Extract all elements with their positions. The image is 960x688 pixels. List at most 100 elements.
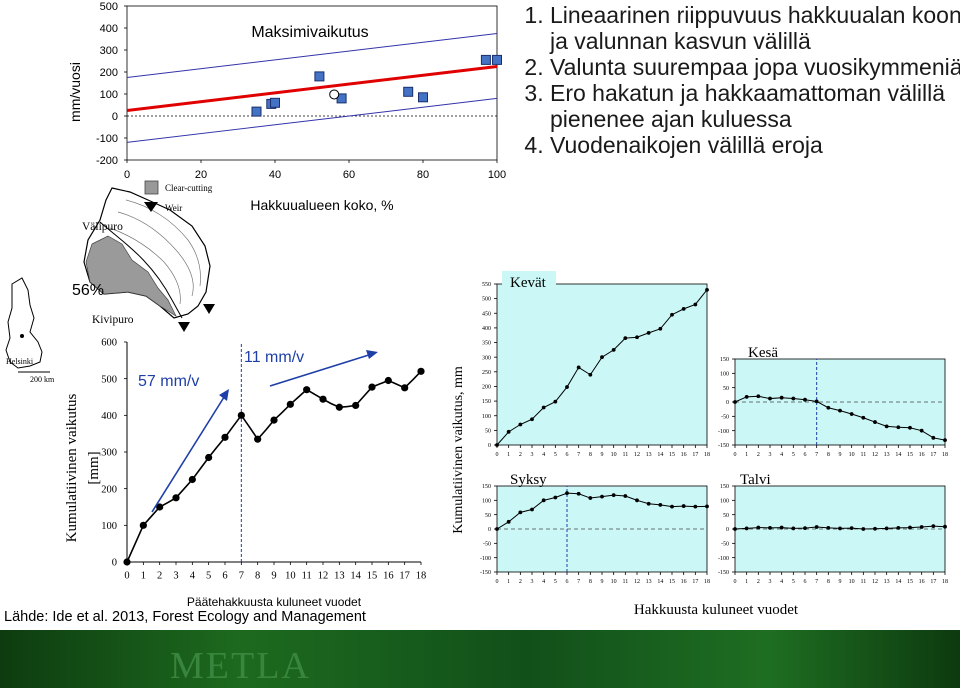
x-tick-label: 12 bbox=[318, 571, 329, 582]
y-tick-label: 100 bbox=[720, 371, 729, 377]
x-tick-label: 18 bbox=[416, 571, 427, 582]
x-tick-label: 3 bbox=[531, 452, 534, 458]
y-tick-label: 500 bbox=[101, 374, 117, 385]
lower-band-line bbox=[126, 97, 498, 143]
x-tick-label: 11 bbox=[302, 571, 312, 582]
data-point bbox=[205, 453, 213, 462]
data-point bbox=[565, 491, 569, 496]
finland-outline bbox=[5, 277, 43, 369]
weir-marker bbox=[178, 322, 190, 332]
y-tick-label: 150 bbox=[720, 357, 729, 363]
x-tick-label: 4 bbox=[780, 452, 783, 458]
x-tick-label: 3 bbox=[173, 571, 178, 582]
y-tick-label: -150 bbox=[718, 443, 729, 449]
data-point bbox=[506, 429, 511, 434]
map-label-percent: 56% bbox=[72, 282, 104, 299]
contour-line bbox=[109, 227, 181, 305]
data-point bbox=[417, 367, 425, 375]
x-tick-label: 16 bbox=[919, 579, 925, 585]
data-point bbox=[495, 527, 499, 531]
y-tick-label: -200 bbox=[96, 155, 118, 167]
source-citation: Lähde: Ide et al. 2013, Forest Ecology a… bbox=[4, 609, 366, 625]
data-point bbox=[931, 435, 936, 440]
y-tick-label: 50 bbox=[723, 513, 729, 519]
data-point bbox=[506, 519, 511, 524]
x-tick-label: 9 bbox=[839, 452, 842, 458]
x-tick-label: 2 bbox=[519, 452, 522, 458]
x-tick-label: 16 bbox=[681, 579, 687, 585]
seasonal-ylabel: Kumulatiivinen vaikutus, mm bbox=[451, 366, 466, 534]
x-tick-label: 13 bbox=[884, 452, 890, 458]
data-point bbox=[779, 525, 784, 530]
x-tick-label: 12 bbox=[634, 579, 640, 585]
x-tick-label: 1 bbox=[745, 579, 748, 585]
x-tick-label: 0 bbox=[734, 452, 737, 458]
data-point bbox=[861, 415, 866, 420]
x-tick-label: 13 bbox=[646, 579, 652, 585]
data-point bbox=[908, 525, 912, 530]
y-tick-label: 300 bbox=[482, 355, 491, 361]
x-tick-label: 6 bbox=[804, 452, 807, 458]
x-tick-label: 16 bbox=[681, 452, 687, 458]
x-tick-label: 11 bbox=[622, 452, 628, 458]
data-point bbox=[838, 526, 842, 531]
data-point bbox=[635, 498, 639, 503]
x-tick-label: 13 bbox=[334, 571, 345, 582]
max-effect-chart: 0 20 40 60 80 100 -200 -100 0 100 200 300 400 500 bbox=[96, 1, 506, 181]
max-chart-title: Maksimivaikutus bbox=[251, 24, 368, 41]
data-point bbox=[480, 54, 491, 65]
data-point bbox=[919, 428, 924, 433]
map-label-valipuro: Välipuro bbox=[82, 221, 123, 233]
weir-marker bbox=[203, 304, 215, 314]
data-point bbox=[943, 438, 947, 443]
data-point bbox=[600, 355, 604, 360]
data-point bbox=[733, 527, 737, 531]
data-point bbox=[693, 302, 698, 307]
x-tick-label: 1 bbox=[507, 452, 510, 458]
x-tick-label: 2 bbox=[157, 571, 162, 582]
data-point bbox=[303, 386, 311, 394]
x-tick-label: 9 bbox=[601, 452, 604, 458]
metla-logo: METLA bbox=[170, 645, 311, 687]
chart-title: Talvi bbox=[740, 472, 771, 488]
x-tick-label: 0 bbox=[496, 579, 499, 585]
data-point bbox=[335, 403, 343, 411]
y-tick-label: 300 bbox=[100, 45, 118, 57]
data-point bbox=[518, 510, 523, 515]
y-tick-label: 150 bbox=[720, 484, 729, 490]
chart-title: Syksy bbox=[510, 472, 547, 488]
data-point bbox=[172, 494, 180, 502]
x-tick-label: 17 bbox=[692, 579, 698, 585]
data-point bbox=[744, 526, 749, 531]
bottom-xlabel: Hakkuusta kuluneet vuodet bbox=[634, 602, 799, 618]
y-tick-label: 150 bbox=[482, 484, 491, 490]
data-point bbox=[530, 417, 534, 422]
y-tick-label: -50 bbox=[483, 541, 491, 547]
data-point bbox=[814, 525, 819, 529]
y-tick-label: 0 bbox=[488, 443, 491, 449]
y-tick-label: 100 bbox=[100, 89, 118, 101]
x-tick-label: 10 bbox=[611, 452, 617, 458]
x-tick-label: 4 bbox=[190, 571, 196, 582]
x-tick-label: 15 bbox=[907, 579, 913, 585]
x-tick-label: 5 bbox=[554, 452, 557, 458]
cumulative-effect-chart: 0 1 2 3 4 5 6 7 8 9 10 11 12 13 14 15 16 17 18010020030040… bbox=[101, 338, 426, 582]
data-point bbox=[658, 326, 663, 331]
data-point bbox=[849, 412, 854, 416]
x-tick-label: 5 bbox=[554, 579, 557, 585]
data-point bbox=[670, 312, 674, 317]
data-point bbox=[646, 501, 651, 506]
data-point bbox=[908, 425, 912, 430]
x-tick-label: 10 bbox=[611, 579, 617, 585]
y-tick-label: 600 bbox=[101, 338, 117, 349]
data-point bbox=[873, 420, 877, 424]
data-point bbox=[518, 422, 523, 427]
y-tick-label: -150 bbox=[480, 570, 491, 576]
data-point bbox=[693, 504, 698, 509]
y-tick-label: 350 bbox=[482, 341, 491, 347]
location-dot bbox=[20, 334, 24, 338]
x-tick-label: 7 bbox=[815, 452, 818, 458]
data-point bbox=[826, 525, 831, 530]
x-tick-label: 5 bbox=[792, 452, 795, 458]
key-points-list: Lineaarinen riippuvuus hakkuualan koon j… bbox=[520, 2, 960, 158]
